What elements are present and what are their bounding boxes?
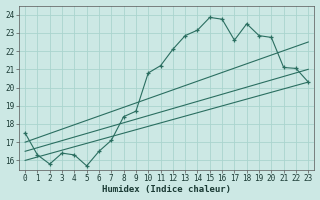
X-axis label: Humidex (Indice chaleur): Humidex (Indice chaleur) [102,185,231,194]
